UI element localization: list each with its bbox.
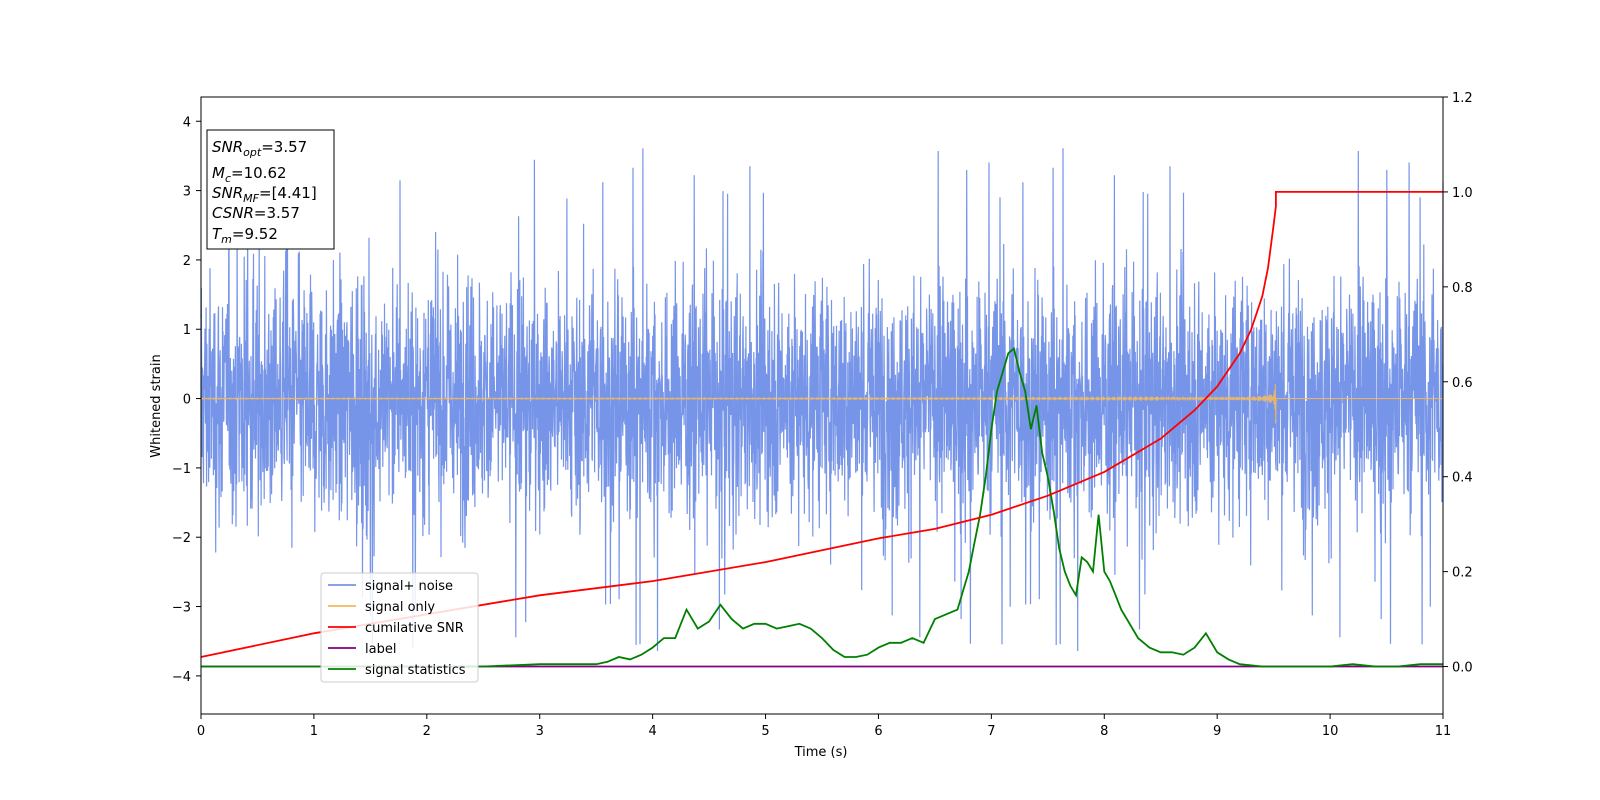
- x-tick-label: 5: [761, 724, 769, 739]
- info-var: SNR: [212, 138, 243, 156]
- x-tick-label: 0: [197, 724, 205, 739]
- legend-frame: [320, 572, 479, 683]
- y2-tick-label: 0.2: [1452, 566, 1473, 581]
- info-subscript: opt: [243, 146, 262, 159]
- info-value: =10.62: [231, 164, 287, 182]
- y-tick-label: −3: [172, 601, 191, 616]
- info-line: SNRopt=3.57: [212, 138, 307, 159]
- y2-tick-label: 1.0: [1452, 186, 1473, 201]
- y-tick-label: −1: [172, 462, 191, 477]
- legend: signal+ noise signal only cumilative SNR la…: [320, 572, 479, 683]
- x-tick-label: 3: [536, 724, 544, 739]
- y-tick-label: 3: [183, 185, 191, 200]
- series-signal-only-line: [200, 383, 1443, 424]
- info-value: =3.57: [254, 204, 300, 222]
- info-value: =3.57: [261, 138, 307, 156]
- x-tick-label: 11: [1435, 724, 1452, 739]
- y-tick-label: 2: [183, 254, 191, 269]
- x-tick-label: 6: [874, 724, 882, 739]
- axes: 0 1 2 3 4 5 6 7 8 9 10 1143210−1−2−3−41.21.00.80.60…: [172, 91, 1473, 739]
- y2-tick-label: 0.0: [1452, 661, 1473, 676]
- x-tick-label: 2: [423, 724, 431, 739]
- info-var: SNR: [212, 184, 243, 202]
- y-tick-label: −2: [172, 531, 191, 546]
- y-tick-label: 1: [183, 323, 191, 338]
- y-tick-label: 0: [183, 393, 191, 408]
- legend-entry: cumilative SNR: [365, 621, 464, 636]
- series-signal-statistics-line: [201, 346, 1443, 668]
- x-tick-label: 1: [310, 724, 318, 739]
- info-value: =[4.41]: [259, 184, 317, 202]
- legend-entry: signal statistics: [365, 663, 466, 678]
- y2-tick-label: 0.4: [1452, 471, 1473, 486]
- info-box: SNRopt=3.57Mc=10.62SNRMF=[4.41]CSNR=3.57…: [206, 129, 335, 250]
- x-tick-label: 7: [987, 724, 995, 739]
- info-line: CSNR=3.57: [212, 204, 300, 222]
- legend-entry: signal+ noise: [365, 579, 453, 594]
- info-line: Mc=10.62: [212, 164, 287, 185]
- info-subscript: m: [221, 233, 232, 246]
- plot-frame: [200, 96, 1444, 715]
- info-line: Tm=9.52: [212, 225, 278, 246]
- info-subscript: MF: [243, 192, 259, 205]
- info-line: SNRMF=[4.41]: [212, 184, 317, 205]
- legend-entry: label: [365, 642, 396, 657]
- series-cumulative-snr-line: [200, 191, 1443, 658]
- info-var: CSNR: [212, 204, 254, 222]
- legend-entry: signal only: [365, 600, 435, 615]
- y-tick-label: 4: [183, 115, 191, 130]
- info-var: T: [212, 225, 223, 243]
- info-value: =9.52: [232, 225, 278, 243]
- x-tick-label: 9: [1213, 724, 1221, 739]
- info-var: M: [212, 164, 225, 182]
- y2-tick-label: 1.2: [1452, 91, 1473, 106]
- y2-tick-label: 0.6: [1452, 376, 1473, 391]
- y-tick-label: −4: [172, 670, 191, 685]
- y2-tick-label: 0.8: [1452, 281, 1473, 296]
- info-box-frame: [206, 129, 335, 250]
- x-tick-label: 4: [648, 724, 656, 739]
- x-axis-label: Time (s): [794, 745, 848, 760]
- x-tick-label: 10: [1322, 724, 1339, 739]
- y-axis-label: Whitened strain: [149, 354, 164, 457]
- info-subscript: c: [225, 172, 231, 185]
- x-tick-label: 8: [1100, 724, 1108, 739]
